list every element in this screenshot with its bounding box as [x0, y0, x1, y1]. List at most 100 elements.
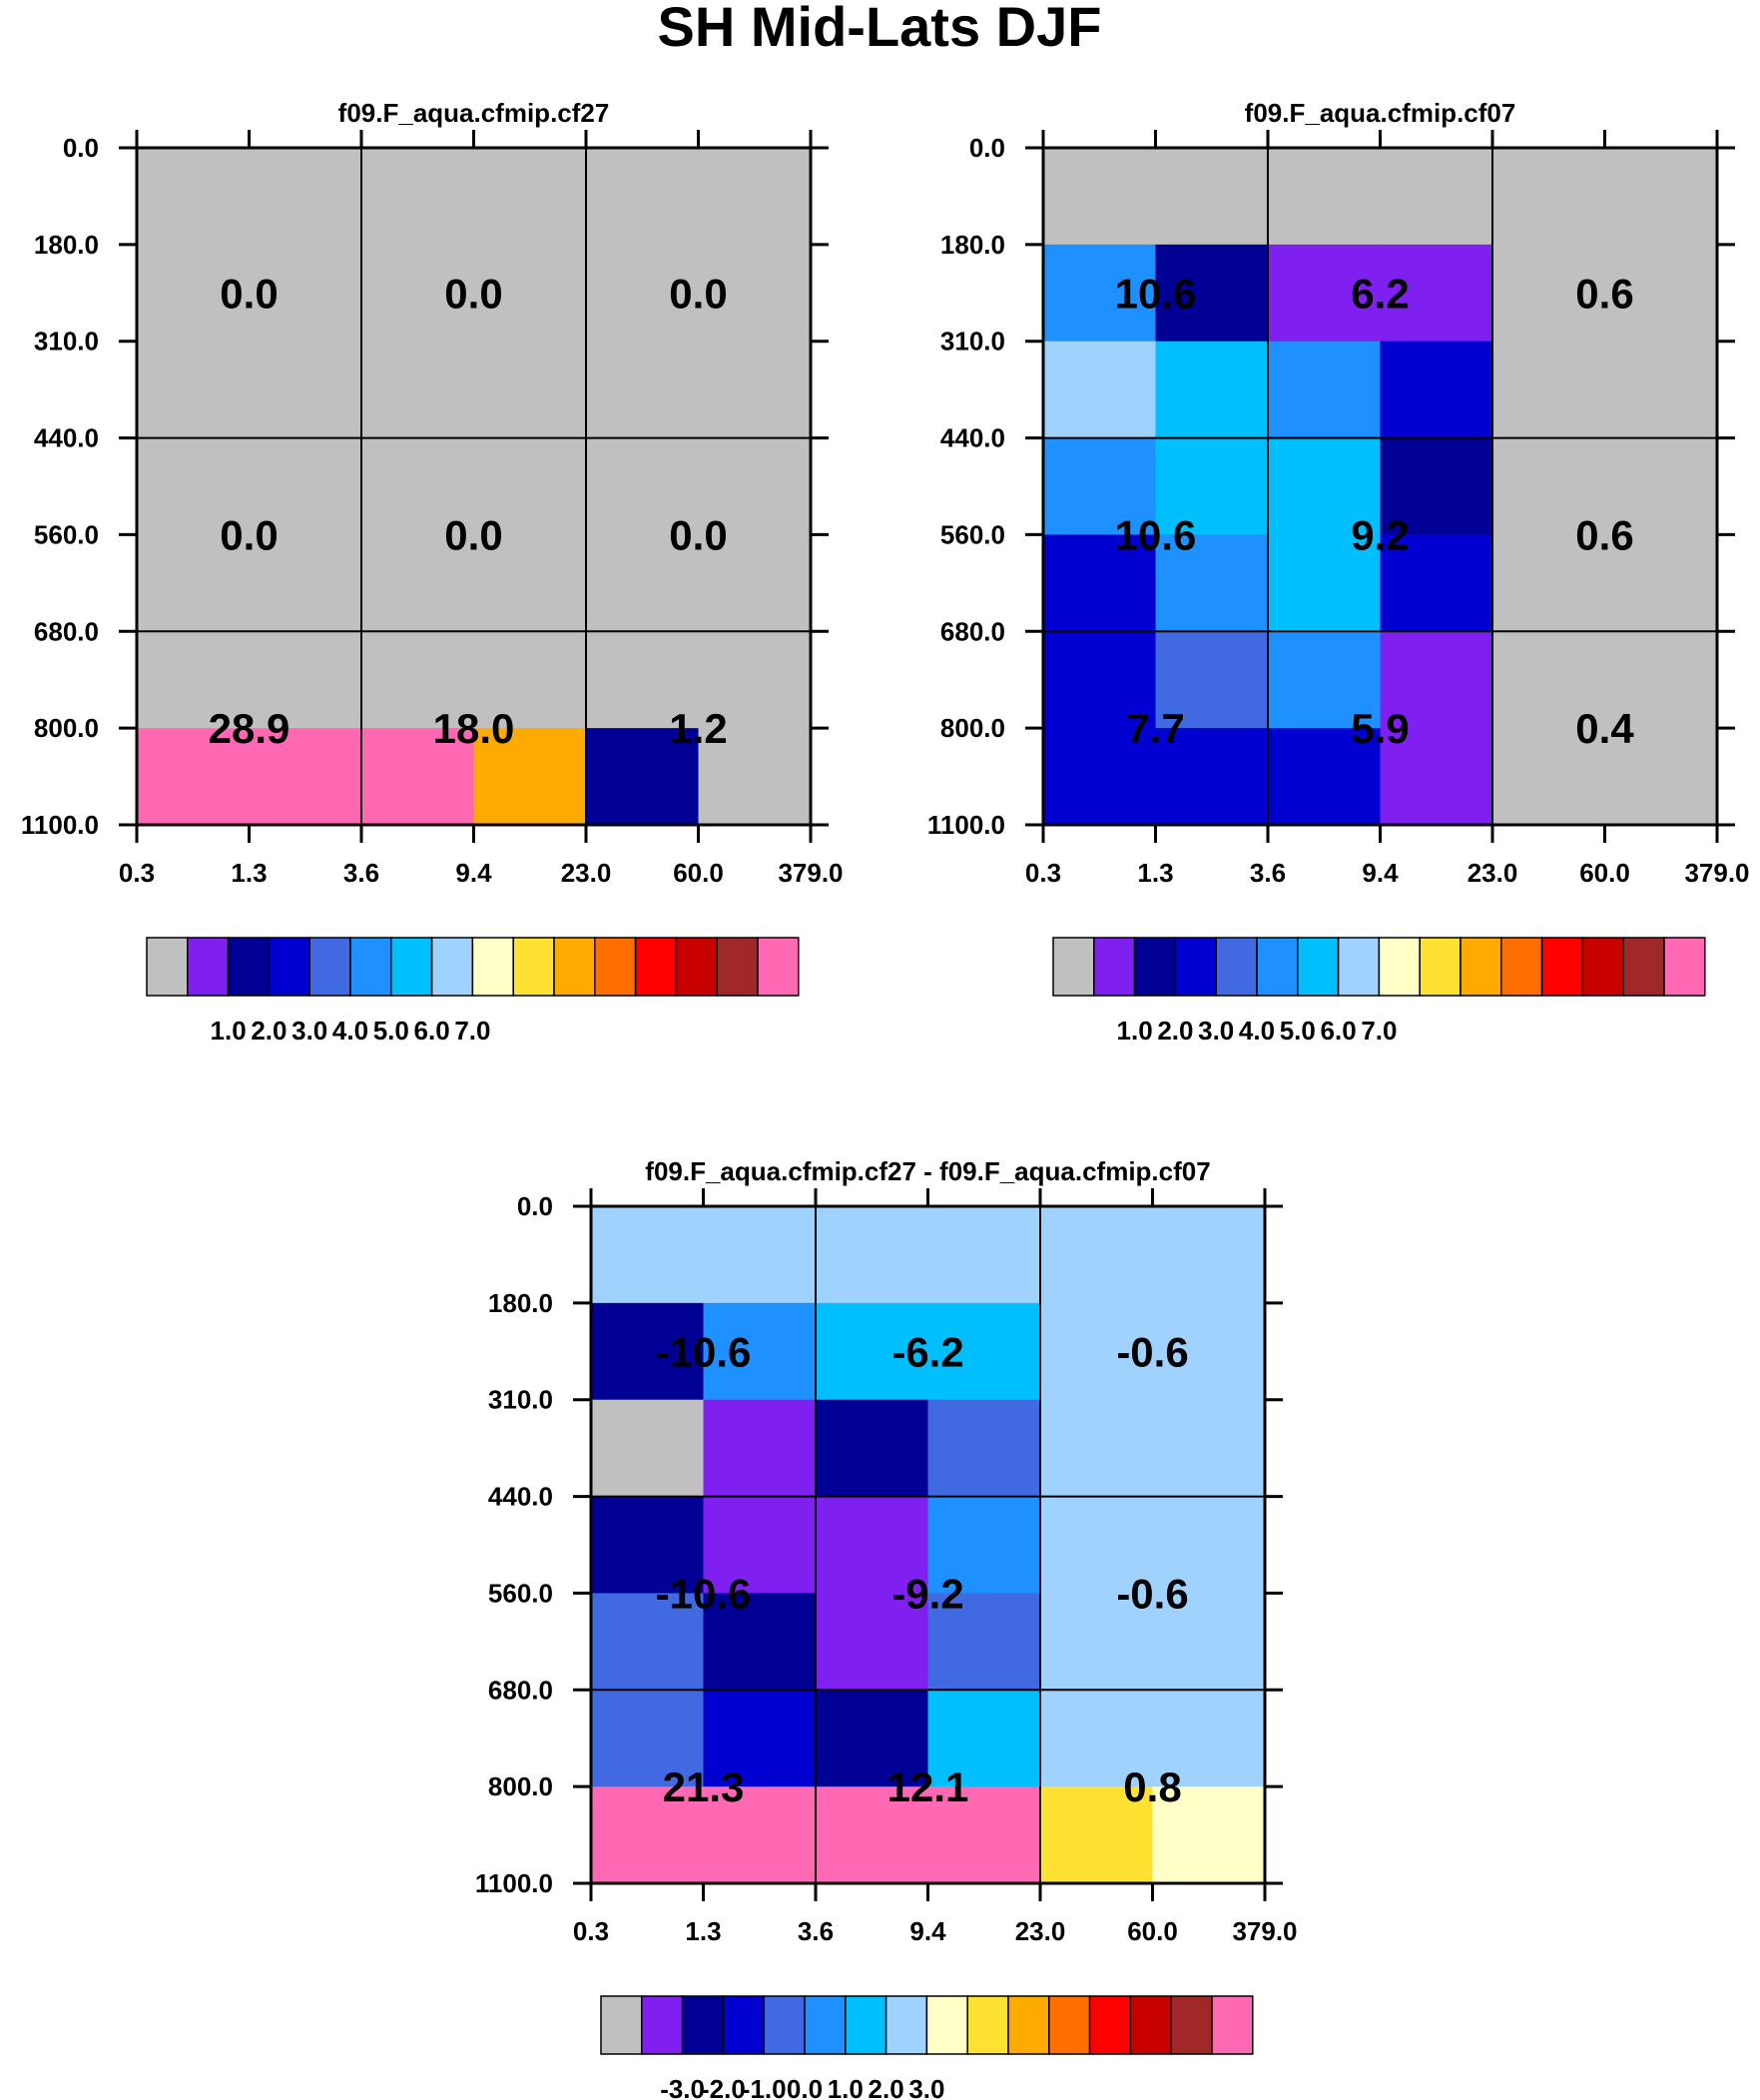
heatmap-cell — [927, 1786, 1041, 1884]
heatmap-cell — [1152, 1399, 1266, 1498]
colorbar-swatch — [675, 937, 718, 997]
colorbar-swatch — [512, 937, 555, 997]
x-tick-label: 1.3 — [685, 1916, 721, 1946]
colorbar-swatch — [1460, 937, 1502, 997]
panel-cf07: f09.F_aqua.cfmip.cf07 0.0 180.0 310.0 440.0 5… — [927, 98, 1750, 1046]
colorbar-swatch — [430, 937, 474, 997]
colorbar-swatch — [1211, 1995, 1254, 2055]
y-tick-label: 180.0 — [488, 1288, 553, 1318]
x-tick-label: 379.0 — [1684, 858, 1749, 888]
heatmap-cell — [1152, 1786, 1266, 1884]
heatmap-cell — [1043, 631, 1157, 729]
heatmap-cell — [361, 437, 475, 536]
x-tick-label: 9.4 — [455, 858, 492, 888]
box-value-label: 5.9 — [1351, 705, 1409, 752]
colorbar-swatch — [722, 1995, 765, 2055]
box-value-label: 18.0 — [433, 705, 515, 752]
heatmap-cell — [361, 631, 475, 729]
colorbar-swatch — [641, 1995, 684, 2055]
heatmap-cell — [1604, 437, 1718, 536]
colorbar-label: 1.0 — [211, 1016, 247, 1046]
colorbar-swatch — [308, 937, 351, 997]
heatmap-cell — [137, 341, 251, 439]
heatmap-cell — [1604, 148, 1718, 246]
box-value-label: 0.6 — [1575, 270, 1633, 317]
heatmap-cell — [1155, 244, 1269, 343]
heatmap-cell — [1155, 534, 1269, 632]
heatmap-cell — [816, 1496, 929, 1595]
heatmap-cell — [1043, 534, 1157, 632]
colorbar-label: 2.0 — [251, 1016, 287, 1046]
heatmap-cell — [1492, 534, 1606, 632]
heatmap-cell — [249, 534, 362, 632]
colorbar-label: 7.0 — [1361, 1016, 1397, 1046]
box-value-label: 0.8 — [1123, 1763, 1181, 1810]
heatmap-cell — [927, 1206, 1041, 1304]
heatmap-cell — [1155, 437, 1269, 536]
heatmap-cell — [1043, 437, 1157, 536]
heatmap-cell — [1152, 1206, 1266, 1304]
heatmap-cell — [698, 728, 812, 826]
colorbar-swatch — [1622, 937, 1665, 997]
y-tick-label: 440.0 — [940, 423, 1005, 453]
panel-cf27: f09.F_aqua.cfmip.cf27 0.0 180.0 310.0 440.0 5… — [21, 98, 844, 1046]
heatmap-cell — [473, 244, 587, 343]
colorbar-label: 2.0 — [1157, 1016, 1193, 1046]
colorbar-label: 5.0 — [373, 1016, 409, 1046]
box-value-label: 21.3 — [663, 1763, 745, 1810]
colorbar-swatch — [757, 937, 800, 997]
heatmap-cell — [361, 534, 475, 632]
x-tick-label: 0.3 — [573, 1916, 609, 1946]
colorbar-label: 3.0 — [908, 2074, 944, 2100]
colorbar-swatch — [634, 937, 678, 997]
heatmap-cell — [1492, 244, 1606, 343]
colorbar-swatch — [600, 1995, 643, 2055]
y-tick-label: 680.0 — [34, 616, 99, 646]
heatmap-cell — [586, 437, 700, 536]
heatmap-cell — [703, 1690, 817, 1787]
x-tick-label: 3.6 — [1250, 858, 1286, 888]
heatmap-cell — [698, 631, 812, 729]
heatmap-cell — [1492, 437, 1606, 536]
colorbar-swatch — [1500, 937, 1543, 997]
heatmap-cell — [703, 1302, 817, 1401]
y-tick-label: 0.0 — [63, 133, 99, 163]
heatmap-cell — [1268, 728, 1382, 826]
colorbar-swatch — [966, 1995, 1009, 2055]
colorbar-swatch — [1540, 937, 1584, 997]
heatmap-cell — [703, 1399, 817, 1498]
heatmap-cell — [249, 148, 362, 246]
box-value-label: 0.0 — [444, 270, 502, 317]
colorbar-swatch — [1174, 937, 1217, 997]
heatmap-cell — [1152, 1690, 1266, 1787]
y-tick-label: 800.0 — [34, 713, 99, 743]
heatmap-cell — [249, 437, 362, 536]
heatmap-cell — [591, 1593, 705, 1691]
colorbar-label: 1.0 — [1117, 1016, 1153, 1046]
heatmap-cell — [1604, 244, 1718, 343]
heatmap-cell — [1604, 728, 1718, 826]
heatmap-cell — [591, 1399, 705, 1498]
colorbar-label: 3.0 — [292, 1016, 327, 1046]
heatmap-cell — [1040, 1496, 1154, 1595]
colorbar-label: 0.0 — [787, 2074, 823, 2100]
box-value-label: 28.9 — [209, 705, 291, 752]
heatmap-cell — [1492, 728, 1606, 826]
heatmap-cell — [1043, 341, 1157, 439]
box-value-label: 0.4 — [1575, 705, 1634, 752]
heatmap-cell — [591, 1786, 705, 1884]
box-value-label: 0.0 — [669, 270, 727, 317]
heatmap-cell — [1155, 631, 1269, 729]
colorbar-label: 5.0 — [1280, 1016, 1316, 1046]
heatmap-cell — [473, 437, 587, 536]
y-tick-label: 1100.0 — [21, 810, 99, 840]
heatmap-cell — [703, 1496, 817, 1595]
colorbar-swatch — [1088, 1995, 1132, 2055]
heatmap-cell — [137, 148, 251, 246]
heatmap-cell — [591, 1496, 705, 1595]
colorbar-swatch — [1052, 937, 1095, 997]
colorbar-swatch — [268, 937, 310, 997]
heatmap-cell — [1152, 1593, 1266, 1691]
colorbar-swatch — [1048, 1995, 1091, 2055]
